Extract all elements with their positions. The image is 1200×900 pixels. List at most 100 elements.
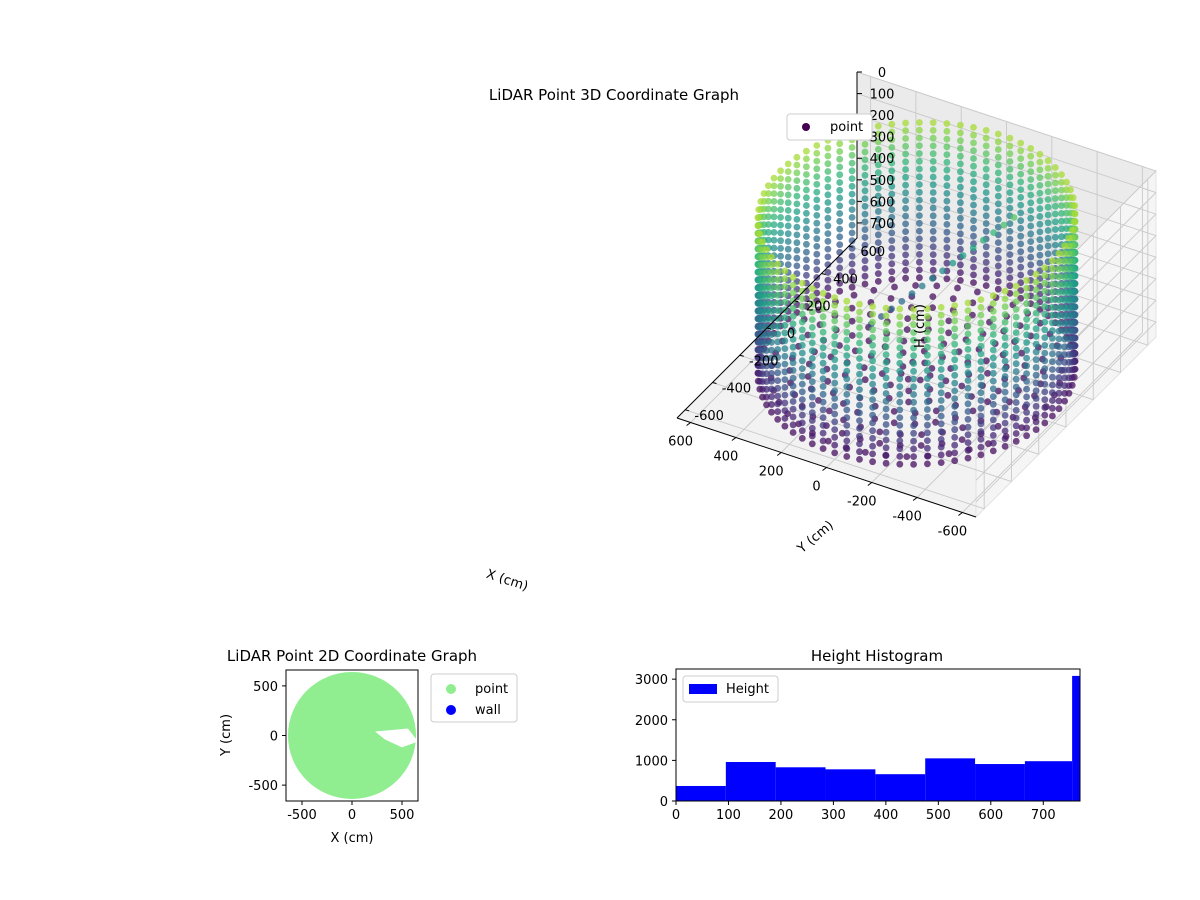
point-3d-wall xyxy=(861,156,869,164)
point-3d-wall xyxy=(874,177,882,184)
point-3d-wall xyxy=(874,208,882,215)
point-3d-wall xyxy=(803,186,810,194)
point-3d-wall xyxy=(957,145,964,152)
point-3d-wall xyxy=(848,214,856,221)
chart-3d-legend: point xyxy=(786,113,873,141)
point-3d-wall xyxy=(916,181,923,188)
point-3d-wall xyxy=(964,361,972,369)
point-3d-wall xyxy=(1027,245,1035,253)
point-3d-wall xyxy=(831,333,839,340)
point-3d-wall xyxy=(843,383,851,390)
point-3d-wall xyxy=(869,349,876,357)
point-3d-wall xyxy=(910,414,917,422)
point-3d-wall xyxy=(888,237,896,245)
point-3d-wall xyxy=(784,214,792,222)
x-tick-label: 100 xyxy=(716,808,741,823)
point-3d-wall xyxy=(798,349,806,357)
point-3d-wall xyxy=(836,272,844,279)
x-tick-label: -500 xyxy=(287,808,317,823)
point-3d-wall xyxy=(813,196,821,204)
point-3d-wall xyxy=(824,261,832,268)
point-3d-wall xyxy=(789,273,797,281)
point-3d-floor xyxy=(944,391,952,399)
point-3d-wall xyxy=(861,148,869,156)
point-3d-wall xyxy=(1032,402,1040,410)
point-3d-wall xyxy=(916,235,923,243)
point-3d-wall xyxy=(856,432,863,440)
point-3d-wall xyxy=(1032,410,1040,418)
point-3d-wall xyxy=(808,417,816,424)
point-3d-wall xyxy=(819,359,827,367)
histogram-bar xyxy=(925,758,976,801)
point-3d-wall xyxy=(798,303,806,310)
point-3d-wall xyxy=(937,443,945,451)
point-3d-wall xyxy=(982,142,990,150)
point-3d-wall xyxy=(874,231,882,239)
point-3d-wall xyxy=(916,251,923,258)
point-3d-wall xyxy=(1006,282,1014,290)
point-3d-wall xyxy=(1001,404,1009,411)
point-3d-wall xyxy=(982,212,990,220)
chart-2d-xlabel: X (cm) xyxy=(331,831,374,846)
point-3d-wall xyxy=(896,391,904,398)
point-3d-wall xyxy=(1061,358,1068,366)
point-3d-wall xyxy=(1068,226,1076,234)
point-3d-wall xyxy=(819,445,827,452)
point-3d-obj xyxy=(1010,214,1018,221)
point-3d-wall xyxy=(1055,257,1063,265)
point-3d-wall xyxy=(819,305,827,313)
point-3d-wall xyxy=(856,417,863,424)
point-3d-wall xyxy=(977,327,985,334)
point-3d-wall xyxy=(1055,389,1063,397)
point-3d-wall xyxy=(793,216,801,223)
point-3d-wall xyxy=(1058,233,1065,241)
point-3d-wall xyxy=(836,148,844,155)
point-3d-wall xyxy=(970,224,977,232)
point-3d-wall xyxy=(803,209,810,217)
point-3d-wall xyxy=(831,418,839,426)
point-3d-wall xyxy=(774,338,782,346)
point-3d-wall xyxy=(916,188,923,196)
point-3d-wall xyxy=(836,280,844,287)
point-3d-wall xyxy=(774,307,782,315)
histogram-bar xyxy=(975,764,1025,801)
point-3d-wall xyxy=(1051,187,1059,195)
point-3d-wall xyxy=(856,347,863,355)
point-3d-wall xyxy=(803,256,810,264)
point-3d-wall xyxy=(1036,150,1044,158)
point-3d-wall xyxy=(1027,199,1035,207)
point-3d-wall xyxy=(916,119,923,126)
point-3d-floor xyxy=(903,326,911,333)
point-3d-wall xyxy=(902,181,909,189)
point-3d-wall xyxy=(902,197,909,205)
point-3d-wall xyxy=(943,221,951,228)
point-3d-wall xyxy=(856,386,863,393)
point-3d-wall xyxy=(1055,335,1063,343)
histogram-frame xyxy=(675,668,1081,802)
point-3d-wall xyxy=(1061,351,1068,358)
point-3d-floor xyxy=(929,293,937,300)
point-3d-wall xyxy=(896,313,904,321)
point-3d-wall xyxy=(813,227,821,235)
point-3d-obj xyxy=(1000,221,1008,229)
point-3d-wall xyxy=(798,388,806,396)
point-3d-wall xyxy=(777,175,784,183)
point-3d-wall xyxy=(768,261,775,269)
point-3d-wall xyxy=(824,206,832,214)
point-3d-wall xyxy=(777,182,784,190)
point-3d-wall xyxy=(1049,350,1056,358)
point-3d-wall xyxy=(824,269,832,276)
point-3d-wall xyxy=(808,324,816,331)
point-3d-wall xyxy=(819,328,827,336)
point-3d-wall xyxy=(937,358,945,366)
point-3d-floor xyxy=(825,407,833,415)
point-3d-wall xyxy=(1017,147,1025,155)
point-3d-wall xyxy=(1027,176,1035,183)
point-3d-wall xyxy=(831,410,839,418)
point-3d-wall xyxy=(994,138,1002,146)
point-3d-wall xyxy=(874,192,882,200)
point-3d-wall xyxy=(1017,263,1025,271)
point-3d-wall xyxy=(774,408,782,415)
point-3d-wall xyxy=(994,216,1002,223)
point-3d-wall xyxy=(1023,424,1030,432)
